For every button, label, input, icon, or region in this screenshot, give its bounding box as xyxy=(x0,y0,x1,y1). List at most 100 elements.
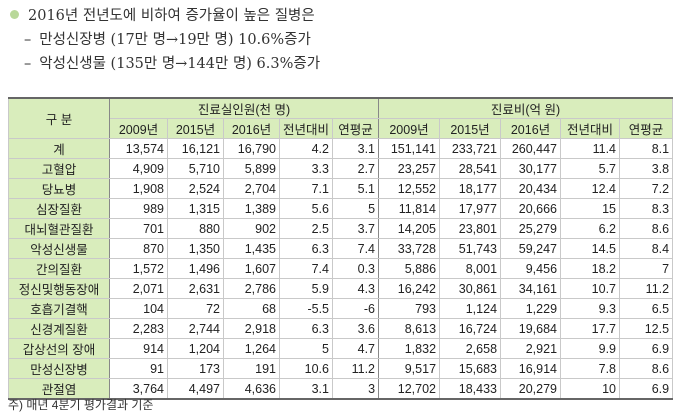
table-cell: 4.3 xyxy=(331,278,380,299)
table-cell: 3.1 xyxy=(331,138,380,159)
table-row: 심장질환 989 1,315 1,389 5.6 5 11,814 17,977 20,666 1… xyxy=(8,198,674,219)
table-cell: 9.3 xyxy=(560,298,621,319)
table-cell: 0.3 xyxy=(331,258,380,279)
table-cell: 1,572 xyxy=(109,258,168,279)
table-cell: 2,283 xyxy=(109,318,168,339)
table-cell: 870 xyxy=(109,238,168,259)
table-cell: 12.5 xyxy=(619,318,674,339)
column-header: 전년대비 xyxy=(560,118,621,139)
table-cell: 233,721 xyxy=(439,138,502,159)
summary-main-line: 2016년 전년도에 비하여 증가율이 높은 질병은 xyxy=(10,4,670,28)
table-cell: 16,790 xyxy=(223,138,280,159)
table-cell: 9.9 xyxy=(560,338,621,359)
table-cell: -6 xyxy=(331,298,380,319)
table-cell: 6.3 xyxy=(279,238,333,259)
table-cell: 2,658 xyxy=(439,338,502,359)
table-cell: 880 xyxy=(167,218,224,239)
table-cell: 11,814 xyxy=(378,198,441,219)
row-label: 당뇨병 xyxy=(8,178,110,199)
column-header: 2016년 xyxy=(223,118,280,139)
table-cell: -5.5 xyxy=(279,298,333,319)
table-cell: 17.7 xyxy=(560,318,621,339)
column-header: 2016년 xyxy=(500,118,562,139)
table-cell: 51,743 xyxy=(439,238,502,259)
row-label: 계 xyxy=(8,138,110,159)
table-cell: 12,702 xyxy=(378,378,441,400)
table-cell: 91 xyxy=(109,358,168,379)
table-cell: 30,177 xyxy=(500,158,562,179)
table-cell: 18,177 xyxy=(439,178,502,199)
table-cell: 16,914 xyxy=(500,358,562,379)
table-row: 계 13,574 16,121 16,790 4.2 3.1 151,141 233,721 2… xyxy=(8,138,674,159)
table-cell: 34,161 xyxy=(500,278,562,299)
table-cell: 8.1 xyxy=(619,138,674,159)
table-cell: 2.7 xyxy=(331,158,380,179)
table-cell: 5.7 xyxy=(560,158,621,179)
table-cell: 7.2 xyxy=(619,178,674,199)
row-label: 심장질환 xyxy=(8,198,110,219)
table-cell: 2.5 xyxy=(279,218,333,239)
table-row: 호흡기결핵 104 72 68 -5.5 -6 793 1,124 1,229 9.3 6.5 xyxy=(8,298,674,319)
table-cell: 3.7 xyxy=(331,218,380,239)
table-cell: 1,315 xyxy=(167,198,224,219)
table-cell: 9,517 xyxy=(378,358,441,379)
table-cell: 6.9 xyxy=(619,338,674,359)
table-cell: 1,607 xyxy=(223,258,280,279)
table-cell: 10.6 xyxy=(279,358,333,379)
table-cell: 14,205 xyxy=(378,218,441,239)
table-cell: 28,541 xyxy=(439,158,502,179)
column-header: 2015년 xyxy=(167,118,224,139)
row-label: 간의질환 xyxy=(8,258,110,279)
table-cell: 18,433 xyxy=(439,378,502,400)
row-label: 정신및행동장애 xyxy=(8,278,110,299)
table-cell: 902 xyxy=(223,218,280,239)
table-cell: 8.6 xyxy=(619,358,674,379)
bullet-dot-icon xyxy=(10,10,19,19)
table-cell: 15 xyxy=(560,198,621,219)
summary-sub-text: 만성신장병 (17만 명→19만 명) 10.6%증가 xyxy=(39,32,311,48)
table-cell: 33,728 xyxy=(378,238,441,259)
table-cell: 16,121 xyxy=(167,138,224,159)
table-cell: 5,899 xyxy=(223,158,280,179)
table-cell: 191 xyxy=(223,358,280,379)
table-cell: 1,124 xyxy=(439,298,502,319)
table-cell: 2,631 xyxy=(167,278,224,299)
table-body: 계 13,574 16,121 16,790 4.2 3.1 151,141 233,721 2… xyxy=(8,138,674,400)
summary-sub-text: 악성신생물 (135만 명→144만 명) 6.3%증가 xyxy=(39,56,321,72)
table-cell: 6.5 xyxy=(619,298,674,319)
table-cell: 5.1 xyxy=(331,178,380,199)
table-row: 간의질환 1,572 1,496 1,607 7.4 0.3 5,886 8,001 9,456… xyxy=(8,258,674,279)
table-cell: 8,613 xyxy=(378,318,441,339)
table-cell: 14.5 xyxy=(560,238,621,259)
table-cell: 3.8 xyxy=(619,158,674,179)
table-cell: 2,071 xyxy=(109,278,168,299)
table-cell: 11.4 xyxy=(560,138,621,159)
table-cell: 30,861 xyxy=(439,278,502,299)
table-cell: 68 xyxy=(223,298,280,319)
group-header-row: 구 분 진료실인원(천 명) 진료비(억 원) xyxy=(8,98,674,139)
table-cell: 2,704 xyxy=(223,178,280,199)
disease-stats-table: 구 분 진료실인원(천 명) 진료비(억 원) 2009년 2015년 2016… xyxy=(8,97,674,400)
table-cell: 6.2 xyxy=(560,218,621,239)
table-cell: 16,724 xyxy=(439,318,502,339)
table-cell: 20,666 xyxy=(500,198,562,219)
table-cell: 989 xyxy=(109,198,168,219)
table-cell: 5.6 xyxy=(279,198,333,219)
table-cell: 2,921 xyxy=(500,338,562,359)
table-cell: 5 xyxy=(279,338,333,359)
column-header: 연평균 xyxy=(619,118,674,139)
table-cell: 9,456 xyxy=(500,258,562,279)
sub-header-row: 2009년 2015년 2016년 전년대비 연평균 2009년 2015년 2… xyxy=(9,118,674,139)
table-cell: 12.4 xyxy=(560,178,621,199)
row-label: 고혈압 xyxy=(8,158,110,179)
row-label: 악성신생물 xyxy=(8,238,110,259)
dash-icon: – xyxy=(24,56,32,72)
table-cell: 151,141 xyxy=(378,138,441,159)
row-label: 호흡기결핵 xyxy=(8,298,110,319)
column-header: 2009년 xyxy=(109,118,168,139)
table-cell: 3 xyxy=(331,378,380,400)
table-cell: 25,279 xyxy=(500,218,562,239)
table-cell: 6.9 xyxy=(619,378,674,400)
table-cell: 5,710 xyxy=(167,158,224,179)
table-cell: 20,434 xyxy=(500,178,562,199)
